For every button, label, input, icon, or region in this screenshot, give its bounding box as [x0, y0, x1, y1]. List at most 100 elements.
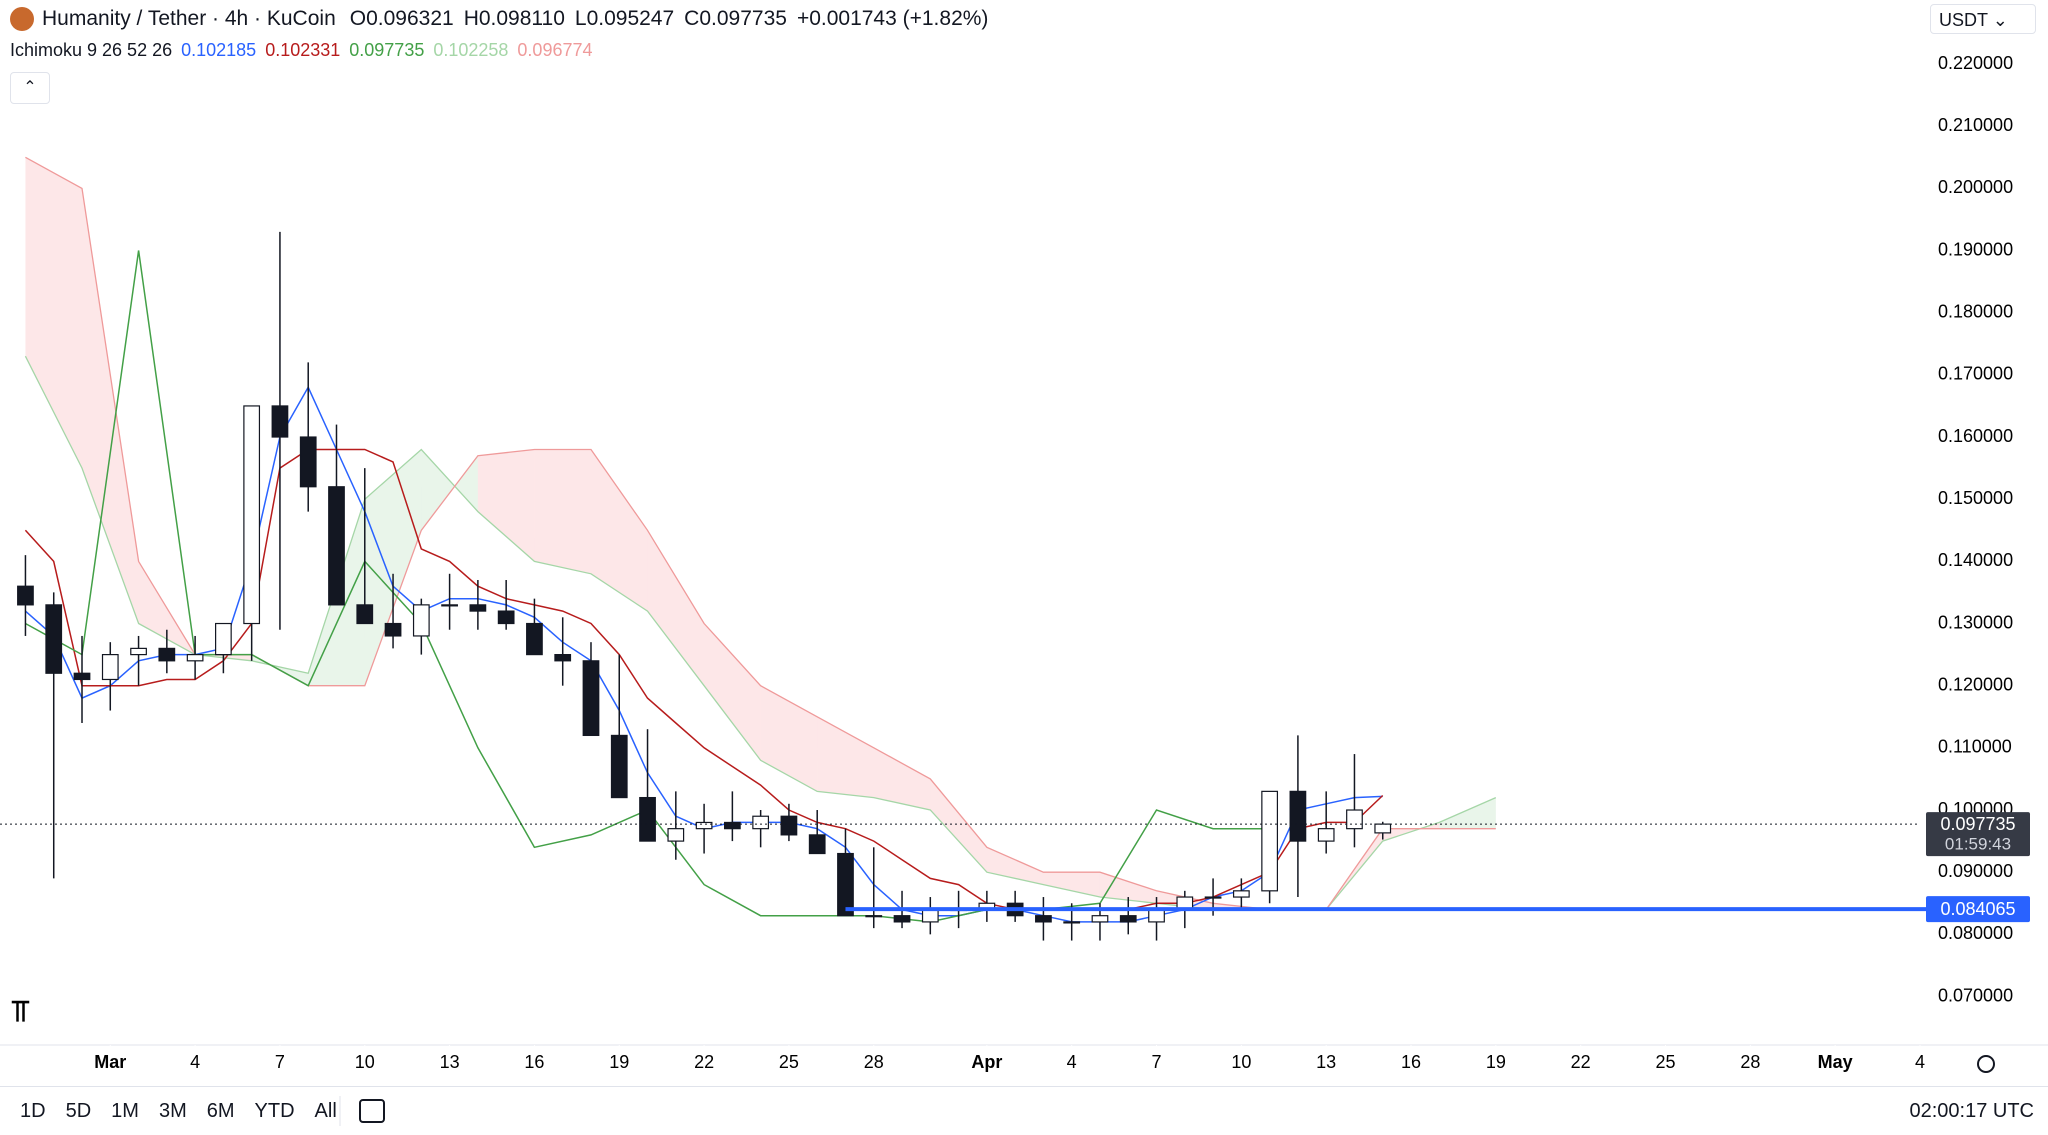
- candle-body: [554, 654, 572, 662]
- candle-body: [1317, 828, 1335, 842]
- candle-body: [215, 622, 232, 656]
- range-button[interactable]: YTD: [254, 1099, 295, 1122]
- x-tick-label: 22: [1571, 1052, 1591, 1072]
- cloud-fill: [1043, 872, 1100, 898]
- y-tick-label: 0.090000: [1938, 861, 2013, 881]
- indicator-value: 0.102185: [181, 40, 257, 60]
- candle-body: [865, 915, 883, 918]
- x-tick-label: 4: [1915, 1052, 1925, 1072]
- indicator-value: 0.102258: [433, 40, 509, 60]
- candle-body: [328, 486, 345, 606]
- x-tick-label: 16: [524, 1052, 544, 1072]
- candle-body: [893, 915, 911, 923]
- x-tick-label: 25: [1655, 1052, 1675, 1072]
- candle-body: [497, 610, 515, 625]
- x-tick-label: Mar: [94, 1052, 126, 1072]
- candle-body: [1148, 908, 1165, 923]
- indicator-name[interactable]: Ichimoku 9 26 52 26: [10, 40, 173, 60]
- candle-body: [45, 604, 63, 674]
- candle-body: [1289, 790, 1307, 842]
- range-button[interactable]: 1D: [20, 1099, 46, 1122]
- tv-logo: ⫪: [11, 995, 30, 1028]
- ohlc-key: O: [349, 7, 367, 30]
- clock: 02:00:17 UTC: [1909, 1099, 2034, 1122]
- ohlc-value: 0.098110: [478, 7, 565, 30]
- settings-gear[interactable]: [1977, 1055, 1995, 1073]
- y-tick-label: 0.080000: [1938, 923, 2013, 943]
- y-tick-label: 0.210000: [1938, 115, 2013, 135]
- candle-body: [73, 672, 91, 681]
- candle-body: [639, 796, 656, 842]
- x-tick-label: 13: [1316, 1052, 1336, 1072]
- candle-body: [384, 622, 402, 637]
- ohlc-value: 0.097735: [699, 7, 787, 30]
- candle-body: [667, 828, 685, 842]
- y-tick-label: 0.160000: [1938, 426, 2013, 446]
- price-label-box: [1926, 812, 2030, 857]
- toolbar: 02:00:17 UTC 1D 5D 1M 3M 6M YTD All: [0, 1086, 2048, 1135]
- currency-select[interactable]: USDT ⌄: [1930, 4, 2036, 34]
- candle-body: [1063, 921, 1081, 924]
- y-tick-label: 0.150000: [1938, 488, 2013, 508]
- cloud-fill: [25, 157, 83, 469]
- ohlc-key: L: [574, 7, 587, 30]
- range-button[interactable]: 1M: [111, 1099, 139, 1122]
- cloud-fill: [760, 685, 818, 792]
- candle-body: [1091, 915, 1109, 923]
- range-button[interactable]: All: [314, 1099, 337, 1122]
- indicator-legend: Ichimoku 9 26 52 26 0.102185 0.102331 0.097…: [10, 40, 602, 61]
- candle-body: [526, 622, 543, 656]
- cloud-fill: [534, 449, 591, 574]
- currency: USDT: [1939, 10, 1988, 30]
- candle-body: [1204, 896, 1222, 899]
- cloud-fill: [704, 623, 761, 761]
- level-label-box: [1926, 896, 2030, 923]
- x-tick-label: 7: [275, 1052, 285, 1072]
- range-button[interactable]: 5D: [65, 1099, 92, 1122]
- candle-body: [356, 604, 374, 625]
- x-tick-label: 13: [440, 1052, 460, 1072]
- candle-body: [695, 821, 713, 830]
- candle-body: [469, 604, 487, 612]
- y-tick-label: 0.200000: [1938, 177, 2013, 197]
- indicator-value: 0.096774: [517, 40, 593, 60]
- collapse-button[interactable]: ⌃: [10, 72, 50, 104]
- candle-body: [1035, 915, 1052, 923]
- x-tick-label: Apr: [971, 1052, 1002, 1072]
- candle-body: [1346, 809, 1363, 830]
- candle-body: [243, 405, 261, 625]
- cloud-fill: [477, 449, 535, 562]
- x-tick-label: May: [1818, 1052, 1853, 1072]
- range-button[interactable]: 6M: [206, 1099, 235, 1122]
- cloud-fill: [364, 449, 422, 686]
- candle-body: [1374, 823, 1392, 834]
- candle-body: [610, 734, 628, 799]
- candle-body: [1261, 790, 1279, 892]
- symbol[interactable]: Humanity / Tether · 4h · KuCoin: [42, 7, 336, 30]
- candle-body: [780, 815, 798, 836]
- ohlc-key: C: [684, 7, 700, 30]
- candle-body: [837, 852, 854, 917]
- y-tick-label: 0.120000: [1938, 674, 2013, 694]
- range-button[interactable]: 3M: [158, 1099, 187, 1122]
- candle-body: [130, 647, 147, 656]
- y-tick-label: 0.130000: [1938, 612, 2013, 632]
- candle-body: [271, 405, 289, 438]
- x-tick-label: 28: [864, 1052, 884, 1072]
- y-tick-label: 0.190000: [1938, 239, 2013, 259]
- cloud-fill: [930, 778, 987, 873]
- candle-body: [1119, 915, 1137, 923]
- x-tick-label: 7: [1152, 1052, 1162, 1072]
- ohlc-key: H: [463, 7, 479, 30]
- cloud-fill: [421, 449, 478, 531]
- x-tick-label: 19: [609, 1052, 629, 1072]
- candle-body: [412, 604, 430, 637]
- y-tick-label: 0.070000: [1938, 985, 2013, 1005]
- symbol-logo: [10, 7, 34, 31]
- candle-body: [299, 436, 317, 488]
- indicator-value: 0.102331: [265, 40, 341, 60]
- calendar-icon[interactable]: [359, 1099, 385, 1123]
- candle-body: [1232, 890, 1250, 898]
